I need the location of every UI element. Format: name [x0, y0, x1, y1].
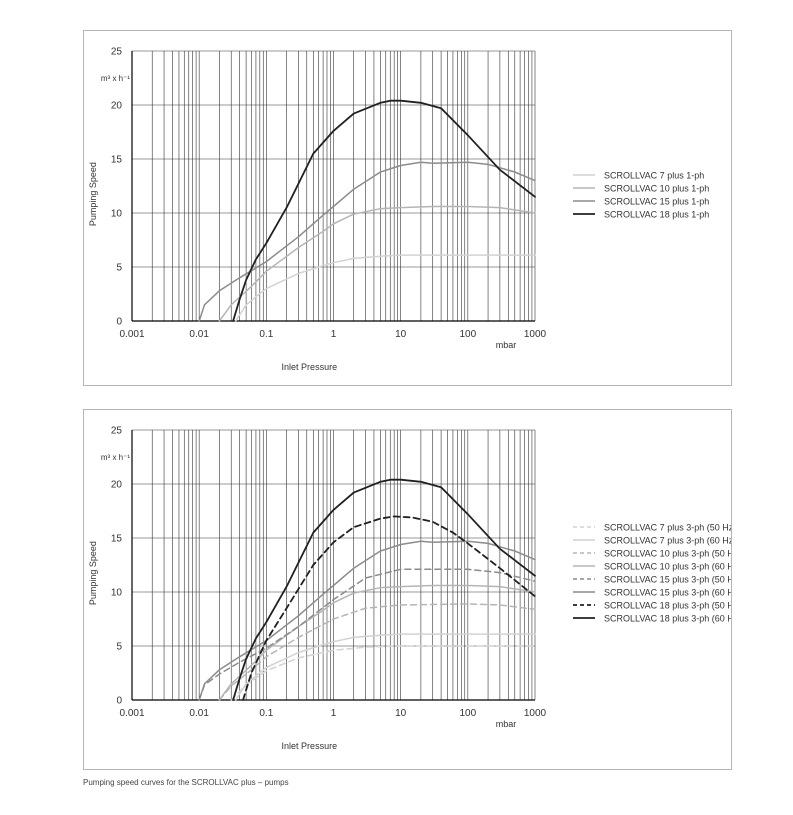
pumping-speed-chart-3phase: 0 5 10 15 20 25 0.001 0.01 0.1 1 10 100 1000 mbar m³ x… [88, 426, 731, 752]
x-tick-label: 0.001 [119, 708, 144, 719]
x-axis-title: Inlet Pressure [282, 741, 338, 751]
pumping-speed-chart-1phase: 0 5 10 15 20 25 0.001 0.01 0.1 1 10 100 1000 mbar m³ x… [88, 47, 709, 373]
series-line [218, 603, 536, 701]
legend-label: SCROLLVAC 18 plus 3-ph (60 Hz) [604, 614, 731, 624]
x-tick-label: 100 [459, 708, 476, 719]
chart-panel-1phase: 0 5 10 15 20 25 0.001 0.01 0.1 1 10 100 1000 mbar m³ x… [83, 30, 732, 386]
series-line [234, 633, 536, 701]
y-tick-label: 5 [116, 263, 122, 274]
y-tick-label: 25 [111, 47, 123, 58]
x-tick-label: 0.1 [259, 329, 273, 340]
grid-lines [131, 429, 536, 701]
x-tick-label: 10 [395, 329, 407, 340]
legend-label: SCROLLVAC 10 plus 3-ph (50 Hz) [604, 549, 731, 559]
legend: SCROLLVAC 7 plus 3-ph (50 Hz) SCROLLVAC 7… [573, 523, 731, 624]
x-tick-label: 100 [459, 329, 476, 340]
x-unit-label: mbar [496, 719, 517, 729]
legend-label: SCROLLVAC 7 plus 3-ph (50 Hz) [604, 523, 731, 533]
series-line [234, 254, 536, 322]
legend-label: SCROLLVAC 15 plus 3-ph (50 Hz) [604, 575, 731, 585]
figure-caption: Pumping speed curves for the SCROLLVAC p… [83, 778, 289, 787]
x-tick-label: 0.001 [119, 329, 144, 340]
y-tick-label: 10 [111, 588, 123, 599]
series-lines [198, 99, 536, 322]
chart-panel-3phase: 0 5 10 15 20 25 0.001 0.01 0.1 1 10 100 1000 mbar m³ x… [83, 409, 732, 770]
legend-label: SCROLLVAC 7 plus 1-ph [604, 171, 704, 181]
legend-label: SCROLLVAC 10 plus 1-ph [604, 184, 709, 194]
x-unit-label: mbar [496, 340, 517, 350]
y-tick-label: 15 [111, 155, 123, 166]
series-line [218, 205, 536, 322]
series-line [198, 540, 536, 701]
legend-label: SCROLLVAC 18 plus 3-ph (50 Hz) [604, 601, 731, 611]
series-lines [198, 478, 536, 701]
y-tick-label: 20 [111, 101, 123, 112]
grid-lines [131, 50, 536, 322]
y-axis-title: Pumping Speed [88, 162, 98, 226]
series-line [198, 568, 536, 701]
x-tick-label: 1 [331, 329, 337, 340]
legend-label: SCROLLVAC 15 plus 3-ph (60 Hz) [604, 588, 731, 598]
y-tick-label: 5 [116, 642, 122, 653]
y-tick-label: 15 [111, 534, 123, 545]
series-line [230, 645, 536, 701]
series-line [218, 584, 536, 701]
x-tick-label: 1 [331, 708, 337, 719]
legend-label: SCROLLVAC 10 plus 3-ph (60 Hz) [604, 562, 731, 572]
x-tick-label: 0.01 [189, 708, 209, 719]
y-tick-label: 20 [111, 480, 123, 491]
series-line [198, 161, 536, 322]
y-tick-label: 0 [116, 317, 122, 328]
series-line [232, 99, 536, 322]
y-tick-label: 0 [116, 696, 122, 707]
y-unit-label: m³ x h⁻¹ [101, 453, 130, 462]
legend: SCROLLVAC 7 plus 1-ph SCROLLVAC 10 plus 1… [573, 171, 709, 220]
y-tick-label: 10 [111, 209, 123, 220]
x-axis-title: Inlet Pressure [282, 362, 338, 372]
x-tick-label: 0.01 [189, 329, 209, 340]
series-line [242, 515, 536, 701]
series-line [232, 478, 536, 701]
y-unit-label: m³ x h⁻¹ [101, 74, 130, 83]
y-tick-label: 25 [111, 426, 123, 437]
x-tick-label: 10 [395, 708, 407, 719]
x-tick-label: 1000 [524, 708, 547, 719]
y-axis-title: Pumping Speed [88, 541, 98, 605]
x-tick-label: 0.1 [259, 708, 273, 719]
legend-label: SCROLLVAC 18 plus 1-ph [604, 210, 709, 220]
x-tick-label: 1000 [524, 329, 547, 340]
legend-label: SCROLLVAC 7 plus 3-ph (60 Hz) [604, 536, 731, 546]
legend-label: SCROLLVAC 15 plus 1-ph [604, 197, 709, 207]
